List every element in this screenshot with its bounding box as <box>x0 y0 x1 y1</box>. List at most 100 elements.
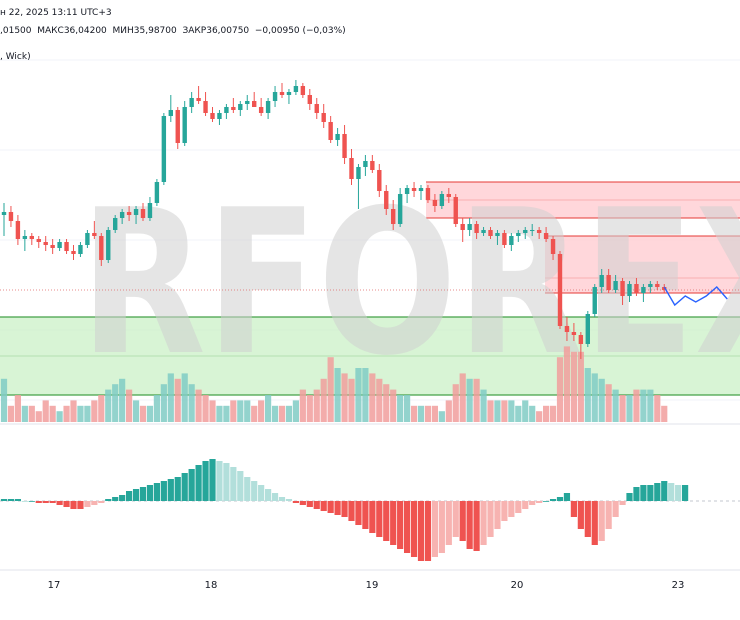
candle-50 <box>349 149 354 185</box>
volume-bar-61 <box>424 405 432 422</box>
candle-body-9 <box>64 242 69 251</box>
candle-35 <box>245 95 250 110</box>
candle-body-36 <box>252 101 257 107</box>
oscillator-bar-34 <box>237 471 244 501</box>
candle-body-95 <box>662 287 667 290</box>
candle-body-46 <box>321 113 326 122</box>
oscillator-bar-39 <box>271 493 279 501</box>
candle-78 <box>543 227 549 242</box>
candle-75 <box>523 227 528 239</box>
volume-bar-2 <box>14 395 21 422</box>
candle-60 <box>418 185 424 200</box>
volume-bar-48 <box>334 368 341 422</box>
candle-36 <box>252 92 257 107</box>
oscillator-bar-68 <box>473 501 480 551</box>
volume-bar-50 <box>348 378 355 422</box>
candle-body-32 <box>224 107 229 113</box>
candle-body-42 <box>293 86 299 92</box>
volume-bar-49 <box>341 373 348 422</box>
candle-65 <box>453 194 458 227</box>
candle-body-83 <box>578 335 584 344</box>
volume-bar-13 <box>91 400 98 422</box>
x-tick-label-1: 18 <box>205 580 218 591</box>
oscillator-bar-22 <box>153 483 160 501</box>
candle-27 <box>189 92 194 113</box>
volume-bar-77 <box>536 411 543 422</box>
candle-93 <box>648 281 653 293</box>
candle-43 <box>300 83 306 98</box>
oscillator-bar-55 <box>383 501 390 541</box>
candle-51 <box>356 164 361 209</box>
volume-bar-16 <box>112 384 119 422</box>
candle-body-38 <box>265 101 271 113</box>
volume-bar-79 <box>549 405 557 422</box>
oscillator-bar-96 <box>668 483 675 501</box>
volume-bar-34 <box>237 400 244 422</box>
candle-body-62 <box>432 200 438 206</box>
candle-66 <box>460 218 465 242</box>
oscillator-bar-37 <box>258 485 265 501</box>
volume-bar-25 <box>174 378 181 422</box>
candle-body-31 <box>217 113 222 119</box>
candle-body-34 <box>238 104 243 110</box>
candle-body-15 <box>106 230 111 260</box>
candle-21 <box>147 197 153 221</box>
oscillator-bar-93 <box>647 485 654 501</box>
candle-body-17 <box>119 212 125 218</box>
forecast-path <box>663 286 728 307</box>
candle-body-6 <box>43 242 48 245</box>
candle-body-92 <box>641 287 646 293</box>
oscillator-bar-94 <box>654 483 661 501</box>
candle-body-28 <box>196 98 201 101</box>
candle-33 <box>231 98 236 113</box>
oscillator-bar-18 <box>126 491 133 501</box>
volume-bar-11 <box>77 405 84 422</box>
candle-79 <box>550 236 556 260</box>
candle-body-45 <box>314 104 319 113</box>
candle-body-40 <box>279 92 285 95</box>
oscillator-bar-44 <box>306 501 313 507</box>
candle-31 <box>217 110 222 125</box>
oscillator-bar-58 <box>404 501 411 553</box>
candle-body-57 <box>397 194 403 224</box>
oscillator-bar-92 <box>640 485 647 501</box>
candle-body-14 <box>99 236 104 260</box>
candle-body-51 <box>356 167 361 179</box>
oscillator-bar-72 <box>501 501 508 521</box>
oscillator-bar-6 <box>42 501 49 503</box>
candle-6 <box>43 236 48 251</box>
low-readout: МИН35,98700 <box>112 26 177 36</box>
volume-bar-23 <box>160 384 167 422</box>
candle-body-81 <box>564 326 570 332</box>
candle-body-79 <box>550 239 556 254</box>
candle-body-47 <box>328 122 333 140</box>
candle-81 <box>564 317 570 341</box>
candle-77 <box>536 227 542 239</box>
candle-37 <box>258 98 264 116</box>
candle-47 <box>328 116 333 143</box>
oscillator-bar-54 <box>376 501 383 537</box>
oscillator-bar-10 <box>70 501 77 509</box>
candle-body-16 <box>113 218 118 230</box>
volume-bar-0 <box>0 378 8 422</box>
volume-bar-56 <box>390 389 397 422</box>
volume-bar-90 <box>626 395 633 422</box>
candle-body-27 <box>189 98 194 107</box>
volume-bar-83 <box>577 351 584 422</box>
oscillator-bar-51 <box>355 501 362 525</box>
oscillator-bar-62 <box>431 501 438 557</box>
oscillator-bar-21 <box>146 485 154 501</box>
oscillator-bar-61 <box>424 501 432 561</box>
oscillator-bar-49 <box>341 501 348 517</box>
candle-22 <box>154 179 160 206</box>
candle-body-88 <box>613 281 618 290</box>
candle-90 <box>627 281 632 302</box>
oscillator-bar-67 <box>466 501 473 549</box>
candle-body-33 <box>231 107 236 110</box>
volume-bar-85 <box>591 373 598 422</box>
candle-42 <box>293 80 299 95</box>
candle-body-1 <box>8 212 14 221</box>
oscillator-bar-63 <box>438 501 445 553</box>
